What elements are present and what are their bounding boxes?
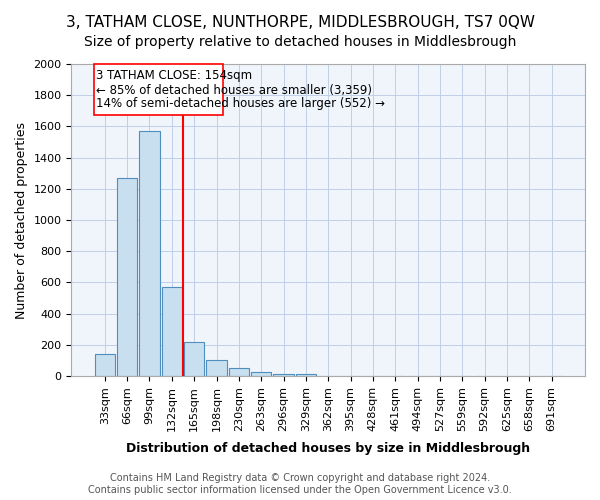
Bar (117, 178, 137, 376)
Bar (139, 131, 160, 376)
Bar (184, 342, 204, 376)
Text: Contains HM Land Registry data © Crown copyright and database right 2024.
Contai: Contains HM Land Registry data © Crown c… (88, 474, 512, 495)
X-axis label: Distribution of detached houses by size in Middlesbrough: Distribution of detached houses by size … (126, 442, 530, 455)
Text: 14% of semi-detached houses are larger (552) →: 14% of semi-detached houses are larger (… (97, 97, 385, 110)
Y-axis label: Number of detached properties: Number of detached properties (15, 122, 28, 318)
Text: ← 85% of detached houses are smaller (3,359): ← 85% of detached houses are smaller (3,… (97, 84, 373, 96)
Bar (95, 354, 115, 376)
Bar (206, 360, 227, 376)
Bar (296, 374, 316, 376)
Bar (274, 374, 293, 376)
Text: Size of property relative to detached houses in Middlesbrough: Size of property relative to detached ho… (84, 35, 516, 49)
Text: 3 TATHAM CLOSE: 154sqm: 3 TATHAM CLOSE: 154sqm (97, 68, 253, 82)
FancyBboxPatch shape (94, 64, 223, 116)
Bar (162, 287, 182, 376)
Text: 3, TATHAM CLOSE, NUNTHORPE, MIDDLESBROUGH, TS7 0QW: 3, TATHAM CLOSE, NUNTHORPE, MIDDLESBROUG… (65, 15, 535, 30)
Bar (251, 372, 271, 376)
Bar (229, 368, 249, 376)
